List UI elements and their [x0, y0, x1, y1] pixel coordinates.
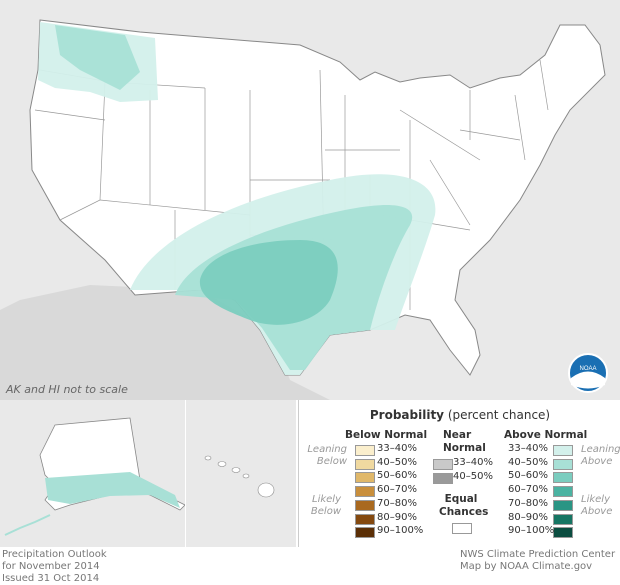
scale-note: AK and HI not to scale — [6, 383, 128, 396]
below-normal-bin-label: 80–90% — [377, 511, 417, 523]
below-normal-bin-label: 90–100% — [377, 525, 424, 537]
below-normal-swatch — [355, 472, 375, 484]
below-normal-swatch — [355, 499, 375, 511]
conus-map: NOAA AK and HI not to scale — [0, 0, 620, 400]
alaska-aleutians — [4, 514, 51, 536]
leaning-below-line1: Leaning — [307, 444, 347, 455]
near-normal-swatch — [433, 459, 453, 470]
legend-title-bold: Probability — [369, 408, 445, 422]
likely-above-line1: Likely — [581, 494, 610, 505]
above-normal-bin-label: 40–50% — [508, 456, 548, 468]
leaning-above-line1: Leaning — [581, 444, 620, 455]
likely-below-label: Likely Below — [301, 494, 341, 518]
hawaii-islands — [204, 455, 275, 498]
above-normal-swatch — [553, 445, 573, 456]
footer-right: NWS Climate Prediction Center Map by NOA… — [460, 549, 615, 573]
above-normal-bin-label: 70–80% — [508, 497, 548, 509]
footer-left-line2: for November 2014 — [2, 561, 100, 572]
likely-above-line2: Above — [581, 506, 613, 517]
above-normal-bin-label: 80–90% — [508, 511, 548, 523]
noaa-logo-text: NOAA — [579, 366, 596, 372]
likely-above-label: Likely Above — [581, 494, 612, 518]
legend-title-rest: (percent chance) — [444, 408, 551, 422]
legend-title: Probability (percent chance) — [299, 408, 620, 422]
above-normal-swatch — [553, 472, 573, 484]
below-normal-swatch — [355, 513, 375, 525]
below-normal-bin-label: 33–40% — [377, 443, 417, 454]
near-normal-swatch — [433, 473, 453, 484]
below-normal-swatch — [355, 445, 375, 456]
near-normal-bin-label: 33–40% — [453, 457, 493, 468]
above-normal-bin-label: 90–100% — [508, 525, 555, 537]
below-normal-bin-label: 40–50% — [377, 456, 417, 468]
above-normal-bin-label: 50–60% — [508, 470, 548, 482]
below-normal-swatch — [355, 458, 375, 470]
footer-left: Precipitation Outlook for November 2014 … — [2, 549, 107, 585]
near-normal-heading-line2: Normal — [443, 442, 486, 454]
equal-chances-line2: Chances — [439, 506, 489, 518]
above-normal-swatch — [553, 458, 573, 470]
mexico-landmass — [0, 285, 330, 400]
probability-legend: Probability (percent chance) Below Norma… — [298, 400, 620, 547]
near-normal-heading: Near Normal — [443, 429, 486, 455]
near-normal-heading-line1: Near — [443, 429, 472, 441]
above-normal-swatch — [553, 499, 573, 511]
below-normal-swatch — [355, 527, 375, 539]
equal-chances-line1: Equal — [444, 493, 478, 505]
hawaii-map-svg — [204, 455, 275, 498]
alaska-map-svg — [4, 417, 186, 536]
footer-right-line1: NWS Climate Prediction Center — [460, 549, 616, 560]
near-normal-bin-label: 40–50% — [453, 471, 493, 482]
above-normal-bin-label: 60–70% — [508, 484, 548, 496]
likely-above-south-50 — [199, 240, 338, 325]
below-normal-bin-label: 50–60% — [377, 470, 417, 482]
below-normal-swatch — [355, 486, 375, 498]
leaning-above-line2: Above — [581, 456, 613, 467]
below-normal-heading: Below Normal — [345, 429, 428, 441]
below-normal-bin-label: 70–80% — [377, 497, 417, 509]
footer-left-line1: Precipitation Outlook — [2, 549, 107, 560]
leaning-below-line2: Below — [316, 456, 347, 467]
conus-map-svg: NOAA — [0, 19, 608, 400]
above-normal-swatch — [553, 527, 573, 539]
alaska-inset — [0, 400, 186, 547]
above-normal-swatch — [553, 513, 573, 525]
equal-chances-swatch — [452, 523, 472, 534]
footer-left-line3: Issued 31 Oct 2014 — [2, 573, 100, 584]
noaa-logo — [568, 353, 608, 393]
below-normal-bin-label: 60–70% — [377, 484, 417, 496]
leaning-above-label: Leaning Above — [581, 444, 620, 468]
above-normal-swatch — [553, 486, 573, 498]
likely-below-line2: Below — [310, 506, 341, 517]
above-normal-heading: Above Normal — [504, 429, 588, 441]
footer-right-line2: Map by NOAA Climate.gov — [460, 561, 593, 572]
leaning-below-label: Leaning Below — [301, 444, 347, 468]
likely-below-line1: Likely — [312, 494, 341, 505]
alaska-leaning-above — [45, 472, 180, 508]
hawaii-inset — [186, 400, 296, 547]
above-normal-bin-label: 33–40% — [508, 443, 548, 454]
equal-chances-label: Equal Chances — [439, 493, 489, 519]
leaning-above-northwest-40 — [55, 25, 140, 90]
